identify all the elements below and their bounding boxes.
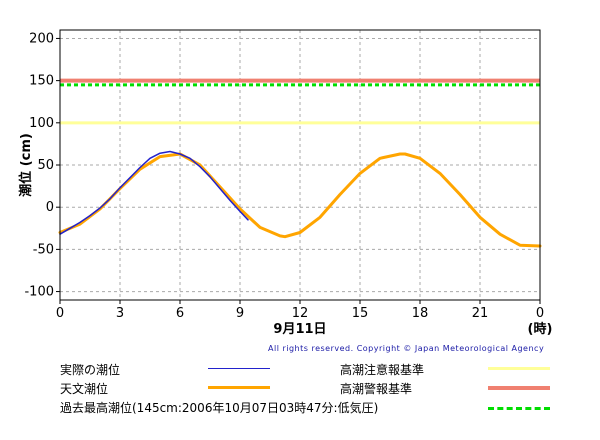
legend-actual-swatch [208, 368, 270, 369]
x-tick-label: 6 [176, 306, 184, 321]
y-tick-label: 50 [37, 158, 54, 173]
legend-astro-swatch [208, 386, 270, 389]
x-tick-label: 18 [412, 306, 429, 321]
x-tick-label: 15 [352, 306, 369, 321]
y-tick-label: 200 [29, 31, 54, 46]
x-axis-label: 9月11日 [273, 322, 326, 337]
x-tick-label: 0 [56, 306, 64, 321]
actual-tide-line [59, 150, 249, 235]
y-tick-label: -50 [33, 242, 54, 257]
legend-history-swatch [488, 407, 550, 410]
legend-advisory-label: 高潮注意報基準 [340, 363, 425, 377]
y-tick-label: 0 [46, 200, 54, 215]
x-tick-label: 12 [292, 306, 309, 321]
y-tick-label: 150 [29, 74, 54, 89]
x-tick-label: 9 [236, 306, 244, 321]
legend-warning-swatch [488, 386, 550, 390]
legend-astro-label: 天文潮位 [60, 382, 109, 396]
legend-actual-label: 実際の潮位 [60, 363, 121, 377]
x-tick-label: 3 [116, 306, 124, 321]
legend-warning-label: 高潮警報基準 [340, 382, 413, 396]
y-tick-label: -100 [24, 285, 54, 300]
astronomical-tide-line [58, 152, 542, 248]
legend-advisory-swatch [488, 367, 550, 370]
y-axis-label: 潮位 (cm) [18, 133, 34, 197]
x-axis-unit: (時) [528, 321, 553, 337]
x-tick-label: 0 [536, 306, 544, 321]
x-tick-label: 21 [472, 306, 489, 321]
y-tick-label: 100 [29, 116, 54, 131]
legend-history-label: 過去最高潮位(145cm:2006年10月07日03時47分:低気圧) [60, 401, 379, 415]
copyright-text: All rights reserved. Copyright © Japan M… [268, 344, 545, 353]
